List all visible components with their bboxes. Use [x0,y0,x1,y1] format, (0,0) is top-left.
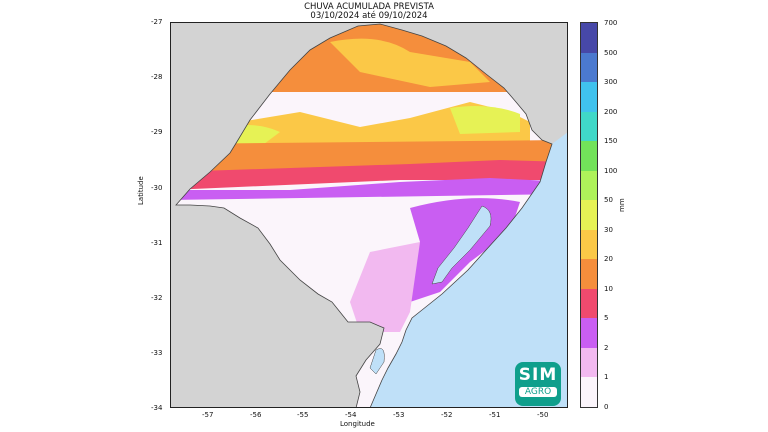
colorbar-segment [581,288,597,319]
colorbar-tick-label: 5 [604,314,609,323]
plot-frame [170,22,568,408]
x-tick-label: -54 [345,411,357,419]
colorbar-tick-label: 150 [604,137,618,146]
map-plot-area [170,22,568,409]
simagro-logo: SIM AGRO [515,362,561,406]
lagoon-south [369,348,385,375]
map-canvas [170,22,568,409]
ocean [370,132,568,408]
colorbar [580,22,598,408]
colorbar-tick-label: 200 [604,107,618,116]
y-tick-label: -33 [151,349,163,357]
colorbar-segment [581,141,597,171]
colorbar-tick-label: 100 [604,166,618,175]
colorbar-segment [581,170,597,201]
colorbar-tick-label: 20 [604,255,613,264]
colorbar-unit: mm [618,198,626,212]
colorbar-segment [581,318,597,348]
x-tick-label: -52 [441,411,453,419]
colorbar-segment [581,259,597,289]
y-tick-label: -27 [151,18,163,26]
x-tick-label: -50 [537,411,549,419]
x-axis-label: Longitude [340,420,375,428]
lagoon [431,205,492,285]
x-tick-label: -55 [297,411,309,419]
state-border [175,23,553,409]
colorbar-segment [581,52,597,83]
y-tick-label: -32 [151,294,163,302]
x-tick-label: -53 [393,411,405,419]
y-tick-label: -28 [151,73,163,81]
colorbar-tick-label: 30 [604,225,613,234]
y-axis-label: Latitude [137,176,145,205]
colorbar-segment [581,82,597,112]
colorbar-tick-label: 0 [604,403,609,411]
colorbar-segment [581,229,597,260]
y-tick-label: -31 [151,239,163,247]
y-tick-label: -34 [151,404,163,412]
logo-text-agro: AGRO [519,387,557,397]
colorbar-segment [581,111,597,142]
colorbar-tick-label: 500 [604,48,618,57]
colorbar-tick-label: 50 [604,196,613,205]
y-tick-label: -29 [151,128,163,136]
map-subtitle: 03/10/2024 até 09/10/2024 [310,11,428,21]
colorbar-tick-label: 1 [604,373,609,382]
x-tick-label: -57 [202,411,214,419]
colorbar-segment [581,200,597,230]
y-tick-label: -30 [151,184,163,192]
x-tick-label: -56 [250,411,262,419]
colorbar-segment [581,23,597,53]
colorbar-segment [581,377,597,407]
map-title: CHUVA ACUMULADA PREVISTA [304,2,434,12]
colorbar-tick-label: 300 [604,78,618,87]
colorbar-segment [581,347,597,378]
colorbar-tick-label: 700 [604,19,618,27]
colorbar-tick-label: 10 [604,284,613,293]
x-tick-label: -51 [489,411,501,419]
colorbar-tick-label: 2 [604,343,609,352]
logo-text-sim: SIM [518,365,558,385]
